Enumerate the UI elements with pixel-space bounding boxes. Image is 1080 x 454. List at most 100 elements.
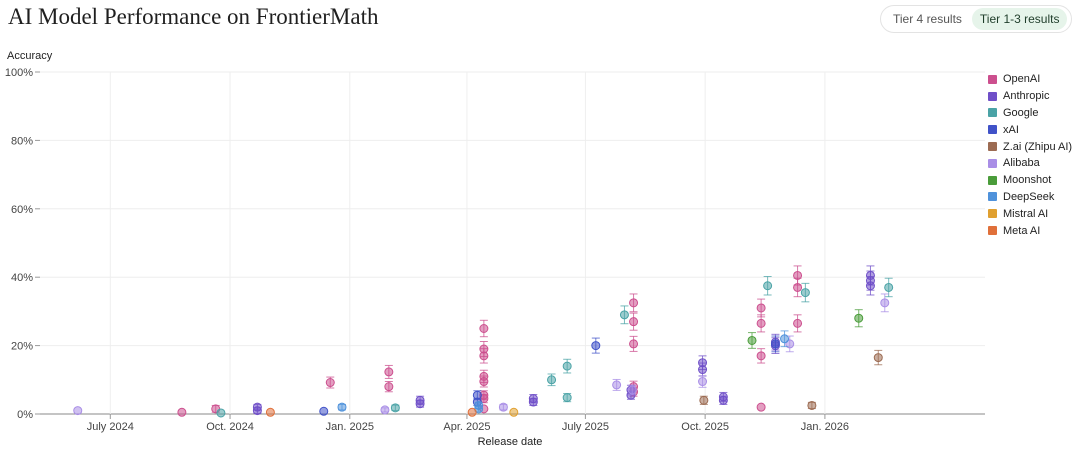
- legend-swatch: [988, 142, 997, 152]
- tab-tier-1-3-results[interactable]: Tier 1-3 results: [971, 8, 1068, 30]
- legend-item-xai[interactable]: xAI: [988, 121, 1072, 138]
- data-point-google: [216, 408, 226, 418]
- legend-swatch: [988, 158, 997, 168]
- legend-label: xAI: [1003, 123, 1019, 136]
- data-point-anthropic: [415, 399, 425, 409]
- legend-swatch: [988, 108, 997, 118]
- legend-item-google[interactable]: Google: [988, 105, 1072, 122]
- x-tick-label: Jan. 2026: [801, 421, 849, 433]
- x-tick-label: July 2025: [562, 421, 609, 433]
- data-point-deepseek: [337, 402, 347, 412]
- data-point-alibaba: [73, 406, 83, 416]
- legend-swatch: [988, 209, 997, 219]
- data-point-google: [884, 282, 894, 292]
- data-point-openai: [479, 351, 489, 361]
- x-tick-label: Apr. 2025: [443, 421, 490, 433]
- legend-item-mistral-ai[interactable]: Mistral AI: [988, 205, 1072, 222]
- data-point-openai: [756, 318, 766, 328]
- data-point-moonshot: [747, 335, 757, 345]
- legend-item-z-ai-zhipu-ai[interactable]: Z.ai (Zhipu AI): [988, 138, 1072, 155]
- x-axis-label: Release date: [477, 436, 543, 448]
- data-point-xai: [319, 406, 329, 416]
- data-point-openai: [384, 382, 394, 392]
- legend: OpenAI Anthropic Google xAI Z.ai (Zhipu AI) A…: [988, 71, 1072, 239]
- data-point-meta-ai: [265, 407, 275, 417]
- legend-label: Mistral AI: [1003, 207, 1049, 220]
- legend-label: DeepSeek: [1003, 190, 1055, 203]
- y-tick-label: 20%: [11, 341, 33, 353]
- data-point-anthropic: [718, 395, 728, 405]
- data-point-openai: [793, 318, 803, 328]
- legend-swatch: [988, 74, 997, 84]
- legend-label: OpenAI: [1003, 73, 1041, 86]
- x-tick-label: Jan. 2025: [326, 421, 374, 433]
- tab-tier-4-results[interactable]: Tier 4 results: [893, 12, 962, 26]
- legend-label: Moonshot: [1003, 174, 1052, 187]
- data-point-openai: [756, 402, 766, 412]
- data-point-alibaba: [627, 385, 637, 395]
- data-point-google: [562, 361, 572, 371]
- data-point-google: [390, 403, 400, 413]
- data-point-google: [562, 393, 572, 403]
- data-point-openai: [756, 351, 766, 361]
- legend-label: Google: [1003, 106, 1039, 119]
- data-point-openai: [384, 367, 394, 377]
- data-point-alibaba: [498, 402, 508, 412]
- legend-item-alibaba[interactable]: Alibaba: [988, 155, 1072, 172]
- data-point-openai: [177, 407, 187, 417]
- data-point-openai: [629, 339, 639, 349]
- y-tick-label: 40%: [11, 272, 33, 284]
- legend-swatch: [988, 226, 997, 236]
- data-point-anthropic: [252, 406, 262, 416]
- data-point-google: [547, 375, 557, 385]
- data-point-openai: [479, 324, 489, 333]
- data-point-anthropic: [865, 281, 875, 291]
- data-point-openai: [325, 378, 335, 388]
- legend-label: Anthropic: [1003, 90, 1050, 103]
- data-point-alibaba: [698, 377, 708, 387]
- chart-title: AI Model Performance on FrontierMath: [8, 4, 379, 29]
- data-point-mistral-ai: [509, 407, 519, 417]
- y-tick-label: 0%: [17, 409, 33, 421]
- y-tick-label: 100%: [5, 67, 33, 79]
- data-point-openai: [629, 298, 639, 308]
- y-axis-label: Accuracy: [7, 50, 53, 62]
- y-tick-label: 80%: [11, 135, 33, 147]
- legend-label: Meta AI: [1003, 224, 1041, 237]
- data-point-google: [763, 281, 773, 291]
- x-tick-label: Oct. 2025: [681, 421, 729, 433]
- data-point-openai: [629, 317, 639, 327]
- legend-swatch: [988, 175, 997, 185]
- data-point-google: [619, 310, 629, 320]
- data-point-openai: [793, 282, 803, 292]
- legend-item-anthropic[interactable]: Anthropic: [988, 88, 1072, 105]
- data-point-z-ai-zhipu-ai: [699, 395, 709, 405]
- data-point-anthropic: [698, 365, 708, 375]
- data-point-openai: [479, 377, 489, 387]
- legend-swatch: [988, 125, 997, 135]
- legend-item-deepseek[interactable]: DeepSeek: [988, 189, 1072, 206]
- data-point-meta-ai: [467, 407, 477, 417]
- data-point-anthropic: [528, 397, 538, 407]
- legend-label: Z.ai (Zhipu AI): [1003, 140, 1073, 153]
- data-point-openai: [756, 303, 766, 313]
- x-tick-label: July 2024: [87, 421, 134, 433]
- data-point-alibaba: [380, 405, 390, 415]
- data-point-z-ai-zhipu-ai: [873, 353, 883, 363]
- data-point-moonshot: [854, 313, 864, 323]
- legend-label: Alibaba: [1003, 157, 1040, 170]
- results-tab-switcher: Tier 4 results Tier 1-3 results: [880, 5, 1072, 33]
- data-point-google: [800, 288, 810, 298]
- x-tick-label: Oct. 2024: [206, 421, 254, 433]
- data-point-xai: [770, 339, 780, 349]
- data-point-z-ai-zhipu-ai: [807, 400, 817, 410]
- data-point-alibaba: [880, 298, 890, 308]
- legend-item-openai[interactable]: OpenAI: [988, 71, 1072, 88]
- legend-swatch: [988, 91, 997, 101]
- data-point-xai: [591, 341, 601, 351]
- legend-item-meta-ai[interactable]: Meta AI: [988, 222, 1072, 239]
- legend-item-moonshot[interactable]: Moonshot: [988, 172, 1072, 189]
- data-point-alibaba: [612, 380, 622, 390]
- y-tick-label: 60%: [11, 204, 33, 216]
- legend-swatch: [988, 192, 997, 202]
